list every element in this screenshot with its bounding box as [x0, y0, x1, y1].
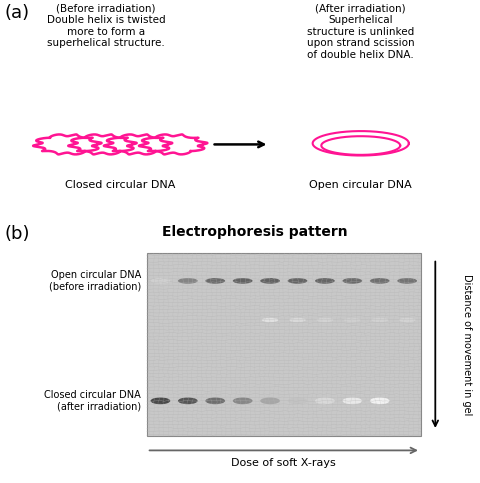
Ellipse shape	[371, 318, 387, 322]
Ellipse shape	[150, 278, 170, 284]
Ellipse shape	[314, 398, 334, 404]
Ellipse shape	[287, 278, 307, 284]
Text: (After irradiation)
Superhelical
structure is unlinked
upon strand scission
of d: (After irradiation) Superhelical structu…	[306, 3, 414, 60]
Ellipse shape	[396, 278, 416, 284]
Ellipse shape	[260, 398, 279, 404]
Ellipse shape	[178, 398, 197, 404]
Ellipse shape	[232, 398, 252, 404]
Text: (b): (b)	[5, 225, 30, 243]
Text: (Before irradiation)
Double helix is twisted
more to form a
superhelical structu: (Before irradiation) Double helix is twi…	[47, 3, 165, 48]
Ellipse shape	[342, 278, 361, 284]
Ellipse shape	[342, 398, 361, 404]
Ellipse shape	[343, 318, 360, 322]
Text: Distance of movement in gel: Distance of movement in gel	[461, 274, 470, 415]
Ellipse shape	[398, 318, 415, 322]
Bar	[146, 254, 420, 436]
Text: Closed circular DNA: Closed circular DNA	[65, 180, 175, 190]
Text: Dose of soft X-rays: Dose of soft X-rays	[231, 458, 336, 468]
Ellipse shape	[205, 398, 225, 404]
Ellipse shape	[287, 398, 307, 404]
Ellipse shape	[260, 278, 279, 284]
Ellipse shape	[205, 278, 225, 284]
Ellipse shape	[316, 318, 333, 322]
Ellipse shape	[178, 278, 197, 284]
Text: Open circular DNA
(before irradiation): Open circular DNA (before irradiation)	[48, 270, 141, 292]
Ellipse shape	[150, 398, 170, 404]
Ellipse shape	[369, 278, 389, 284]
Ellipse shape	[261, 318, 278, 322]
Text: Electrophoresis pattern: Electrophoresis pattern	[162, 225, 347, 239]
Text: Closed circular DNA
(after irradiation): Closed circular DNA (after irradiation)	[44, 390, 141, 412]
Ellipse shape	[232, 278, 252, 284]
Ellipse shape	[314, 278, 334, 284]
Ellipse shape	[288, 318, 305, 322]
Text: (a): (a)	[5, 4, 30, 22]
Text: Open circular DNA: Open circular DNA	[309, 180, 411, 190]
Ellipse shape	[369, 398, 389, 404]
